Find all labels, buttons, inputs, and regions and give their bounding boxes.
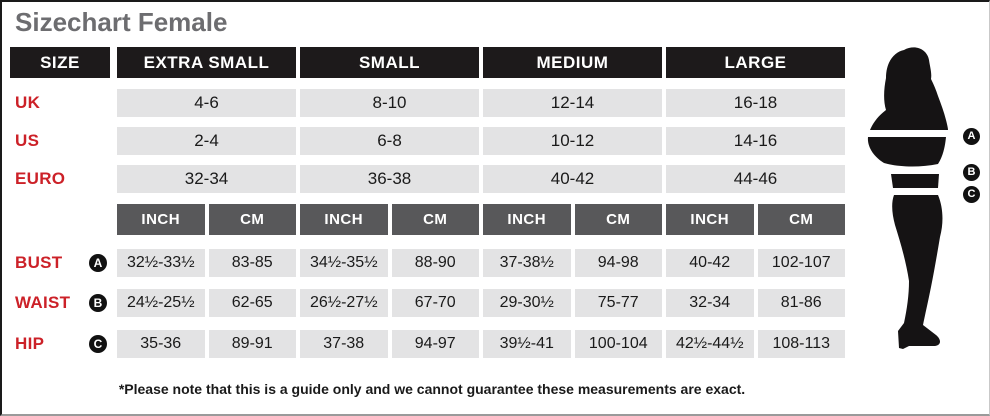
cell-bust-xs-inch: 32½-33½: [117, 249, 205, 277]
row-label-waist: WAIST: [15, 293, 71, 312]
unit-header-row: INCH CM INCH CM INCH CM INCH CM: [117, 204, 845, 235]
table-row-bust: 32½-33½ 83-85 34½-35½ 88-90 37-38½ 94-98…: [117, 249, 845, 277]
cell-bust-s-cm: 88-90: [391, 249, 479, 277]
cell-waist-m-inch: 29-30½: [483, 289, 571, 317]
female-silhouette: [867, 47, 948, 349]
cell-uk-s: 8-10: [300, 89, 479, 117]
cell-euro-s: 36-38: [300, 165, 479, 193]
cell-bust-l-inch: 40-42: [666, 249, 754, 277]
page-title: Sizechart Female: [15, 7, 228, 37]
unit-header-inch: INCH: [483, 204, 571, 235]
cell-hip-m-cm: 100-104: [574, 330, 662, 358]
column-header-large: LARGE: [666, 47, 845, 78]
marker-a-badge: A: [89, 254, 107, 272]
cell-euro-l: 44-46: [666, 165, 845, 193]
figure-marker-a-badge: A: [963, 128, 980, 145]
cell-euro-xs: 32-34: [117, 165, 296, 193]
cell-waist-s-cm: 67-70: [391, 289, 479, 317]
cell-us-l: 14-16: [666, 127, 845, 155]
cell-hip-s-cm: 94-97: [391, 330, 479, 358]
cell-waist-l-inch: 32-34: [666, 289, 754, 317]
unit-header-cm: CM: [208, 204, 296, 235]
marker-c-badge: C: [89, 335, 107, 353]
table-row-euro: 32-34 36-38 40-42 44-46: [117, 165, 845, 193]
row-label-bust: BUST: [15, 253, 63, 272]
cell-bust-s-inch: 34½-35½: [300, 249, 388, 277]
cell-bust-m-cm: 94-98: [574, 249, 662, 277]
cell-bust-xs-cm: 83-85: [208, 249, 296, 277]
cell-us-xs: 2-4: [117, 127, 296, 155]
table-row-waist: 24½-25½ 62-65 26½-27½ 67-70 29-30½ 75-77…: [117, 289, 845, 317]
cell-bust-l-cm: 102-107: [757, 249, 845, 277]
table-row-us: 2-4 6-8 10-12 14-16: [117, 127, 845, 155]
cell-euro-m: 40-42: [483, 165, 662, 193]
cell-hip-m-inch: 39½-41: [483, 330, 571, 358]
unit-header-cm: CM: [574, 204, 662, 235]
row-label-euro: EURO: [15, 169, 66, 188]
row-label-hip: HIP: [15, 334, 45, 353]
cell-hip-s-inch: 37-38: [300, 330, 388, 358]
column-header-extra-small: EXTRA SMALL: [117, 47, 296, 78]
marker-b-badge: B: [89, 294, 107, 312]
table-row-uk: 4-6 8-10 12-14 16-18: [117, 89, 845, 117]
figure-marker-c-badge: C: [963, 186, 980, 203]
cell-waist-xs-cm: 62-65: [208, 289, 296, 317]
column-header-medium: MEDIUM: [483, 47, 662, 78]
cell-waist-l-cm: 81-86: [757, 289, 845, 317]
cell-hip-xs-inch: 35-36: [117, 330, 205, 358]
cell-uk-l: 16-18: [666, 89, 845, 117]
column-header-size: SIZE: [10, 47, 110, 78]
unit-header-cm: CM: [757, 204, 845, 235]
cell-bust-m-inch: 37-38½: [483, 249, 571, 277]
figure-marker-b-badge: B: [963, 164, 980, 181]
disclaimer-note: *Please note that this is a guide only a…: [118, 381, 746, 397]
cell-us-m: 10-12: [483, 127, 662, 155]
cell-uk-m: 12-14: [483, 89, 662, 117]
cell-waist-s-inch: 26½-27½: [300, 289, 388, 317]
unit-header-inch: INCH: [300, 204, 388, 235]
column-header-small: SMALL: [300, 47, 479, 78]
unit-header-inch: INCH: [117, 204, 205, 235]
cell-waist-xs-inch: 24½-25½: [117, 289, 205, 317]
unit-header-cm: CM: [391, 204, 479, 235]
row-label-us: US: [15, 131, 40, 150]
unit-header-inch: INCH: [666, 204, 754, 235]
cell-waist-m-cm: 75-77: [574, 289, 662, 317]
cell-uk-xs: 4-6: [117, 89, 296, 117]
table-row-hip: 35-36 89-91 37-38 94-97 39½-41 100-104 4…: [117, 330, 845, 358]
cell-us-s: 6-8: [300, 127, 479, 155]
cell-hip-l-inch: 42½-44½: [666, 330, 754, 358]
cell-hip-l-cm: 108-113: [757, 330, 845, 358]
row-label-uk: UK: [15, 93, 41, 112]
size-header-row: EXTRA SMALL SMALL MEDIUM LARGE: [117, 47, 845, 78]
cell-hip-xs-cm: 89-91: [208, 330, 296, 358]
